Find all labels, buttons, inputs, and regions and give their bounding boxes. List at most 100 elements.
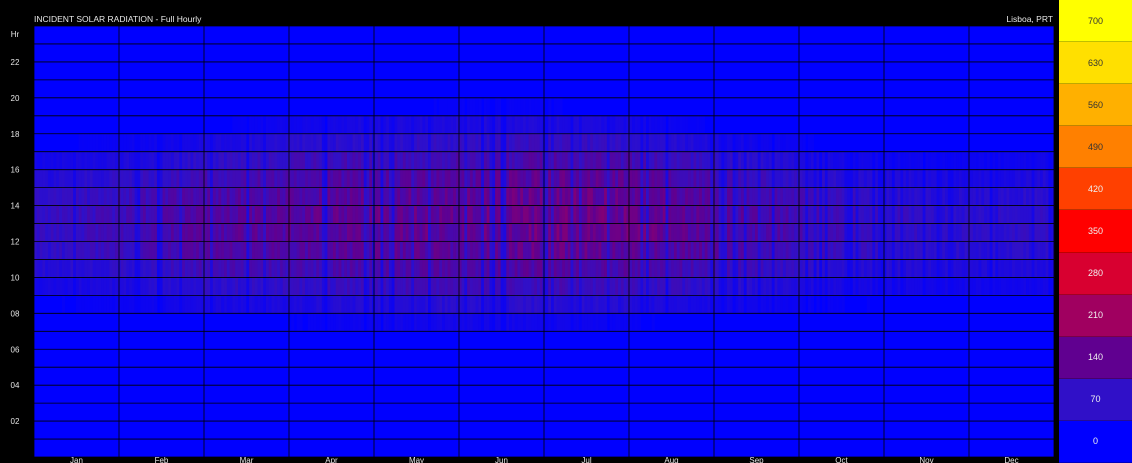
heatmap-cell xyxy=(330,115,334,134)
heatmap-cell xyxy=(282,259,286,278)
heatmap-cell xyxy=(883,223,887,242)
heatmap-cell xyxy=(282,133,286,152)
heatmap-cell xyxy=(89,205,94,224)
heatmap-cell xyxy=(346,115,351,134)
heatmap-cell xyxy=(229,241,233,260)
heatmap-cell xyxy=(151,169,155,188)
heatmap-cell xyxy=(637,151,641,170)
heatmap-cell xyxy=(741,223,745,242)
heatmap-cell xyxy=(671,259,675,278)
heatmap-cell xyxy=(525,259,530,278)
heatmap-cell xyxy=(307,313,312,332)
heatmap-cell xyxy=(193,133,197,152)
heatmap-cell xyxy=(59,277,63,296)
heatmap-cell xyxy=(573,259,577,278)
heatmap-cell xyxy=(637,241,641,260)
heatmap-cell xyxy=(369,151,373,170)
heatmap-cell xyxy=(489,169,493,188)
heatmap-cell xyxy=(995,223,999,242)
heatmap-cell xyxy=(402,313,407,332)
heatmap-cell xyxy=(235,169,239,188)
heatmap-cell xyxy=(919,223,924,242)
heatmap-cell xyxy=(643,295,647,314)
heatmap-cell xyxy=(352,223,356,242)
heatmap-cell xyxy=(374,133,379,152)
heatmap-cell xyxy=(989,259,993,278)
heatmap-cell xyxy=(251,259,256,278)
heatmap-cell xyxy=(235,151,239,170)
heatmap-cell xyxy=(109,241,113,260)
heatmap-cell xyxy=(690,205,694,224)
x-tick-label: Jul xyxy=(581,456,591,463)
heatmap-cell xyxy=(221,169,225,188)
heatmap-cell xyxy=(78,151,82,170)
heatmap-cell xyxy=(643,187,647,206)
heatmap-cell xyxy=(238,151,242,170)
heatmap-cell xyxy=(327,295,331,314)
heatmap-cell xyxy=(791,151,795,170)
heatmap-cell xyxy=(1034,259,1038,278)
heatmap-cell xyxy=(428,241,432,260)
heatmap-cell xyxy=(827,223,831,242)
heatmap-cell xyxy=(173,205,177,224)
heatmap-cell xyxy=(576,295,580,314)
heatmap-cell xyxy=(1037,259,1041,278)
heatmap-cell xyxy=(766,259,770,278)
heatmap-cell xyxy=(207,259,211,278)
heatmap-cell xyxy=(766,205,770,224)
heatmap-cell xyxy=(447,115,451,134)
heatmap-cell xyxy=(291,313,295,332)
heatmap-cell xyxy=(774,277,778,296)
y-tick-label: 16 xyxy=(11,166,20,175)
heatmap-cell xyxy=(956,169,960,188)
heatmap-cell xyxy=(198,151,203,170)
heatmap-cell xyxy=(964,151,968,170)
heatmap-cell xyxy=(327,151,331,170)
heatmap-cell xyxy=(553,313,557,332)
heatmap-cell xyxy=(833,187,837,206)
heatmap-cell xyxy=(573,205,577,224)
heatmap-cell xyxy=(757,205,761,224)
heatmap-cell xyxy=(847,205,851,224)
heatmap-cell xyxy=(349,241,353,260)
heatmap-cell xyxy=(42,241,46,260)
heatmap-cell xyxy=(47,151,52,170)
heatmap-cell xyxy=(274,169,278,188)
heatmap-cell xyxy=(291,259,295,278)
heatmap-cell xyxy=(388,169,393,188)
heatmap-cell xyxy=(685,295,689,314)
heatmap-cell xyxy=(196,187,200,206)
heatmap-cell xyxy=(858,151,862,170)
heatmap-cell xyxy=(587,205,591,224)
heatmap-cell xyxy=(634,241,639,260)
heatmap-cell xyxy=(992,169,996,188)
heatmap-cell xyxy=(374,205,379,224)
heatmap-cell xyxy=(1026,277,1030,296)
heatmap-cell xyxy=(472,97,476,116)
heatmap-cell xyxy=(606,223,611,242)
heatmap-cell xyxy=(550,277,555,296)
heatmap-cell xyxy=(945,187,949,206)
heatmap-cell xyxy=(640,205,644,224)
heatmap-cell xyxy=(520,133,524,152)
heatmap-cell xyxy=(564,295,569,314)
heatmap-cell xyxy=(472,187,476,206)
heatmap-cell xyxy=(729,151,734,170)
heatmap-cell xyxy=(626,277,630,296)
heatmap-cell xyxy=(414,295,418,314)
heatmap-cell xyxy=(556,169,560,188)
heatmap-cell xyxy=(500,295,504,314)
heatmap-cell xyxy=(539,115,543,134)
heatmap-cell xyxy=(760,277,764,296)
heatmap-cell xyxy=(998,223,1002,242)
heatmap-cell xyxy=(145,151,149,170)
heatmap-cell xyxy=(495,205,499,224)
heatmap-cell xyxy=(970,223,974,242)
heatmap-cell xyxy=(640,295,644,314)
heatmap-cell xyxy=(402,277,407,296)
heatmap-cell xyxy=(534,169,538,188)
heatmap-cell xyxy=(232,205,236,224)
heatmap-cell xyxy=(481,277,485,296)
heatmap-cell xyxy=(95,151,99,170)
heatmap-cell xyxy=(749,133,753,152)
